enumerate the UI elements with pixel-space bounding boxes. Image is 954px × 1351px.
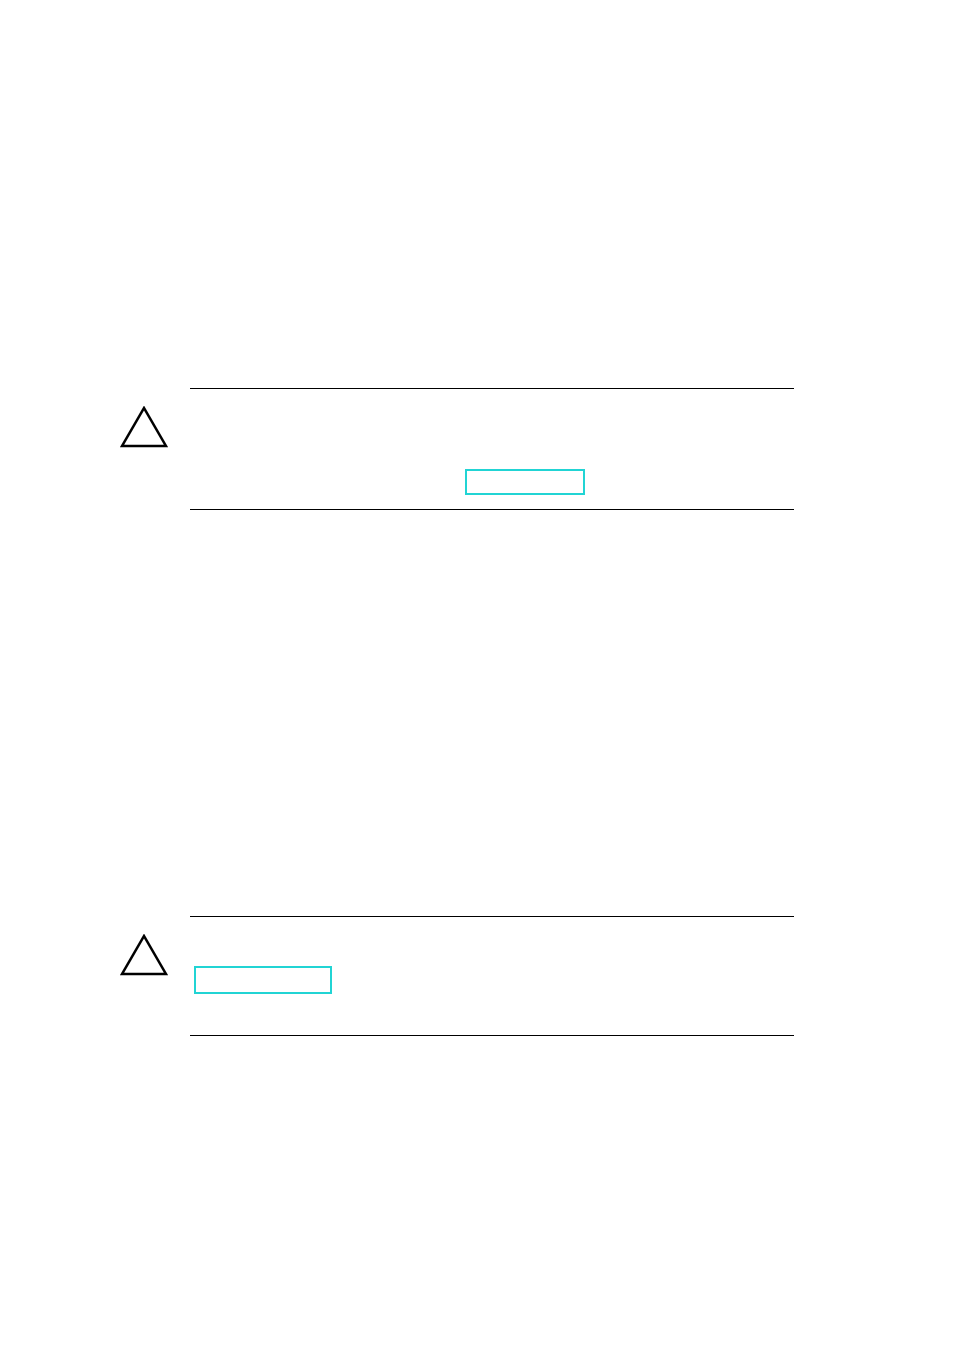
horizontal-rule xyxy=(190,1035,794,1036)
caution-body xyxy=(190,917,794,1035)
caution-triangle-icon xyxy=(120,406,168,448)
caution-block xyxy=(190,916,794,1036)
page xyxy=(0,0,954,1351)
caution-icon-wrapper xyxy=(120,406,168,453)
caution-block xyxy=(190,388,794,510)
caution-icon-wrapper xyxy=(120,934,168,981)
link-box[interactable] xyxy=(194,966,332,994)
horizontal-rule xyxy=(190,509,794,510)
caution-body xyxy=(190,389,794,509)
caution-triangle-icon xyxy=(120,934,168,976)
link-box[interactable] xyxy=(465,469,585,495)
